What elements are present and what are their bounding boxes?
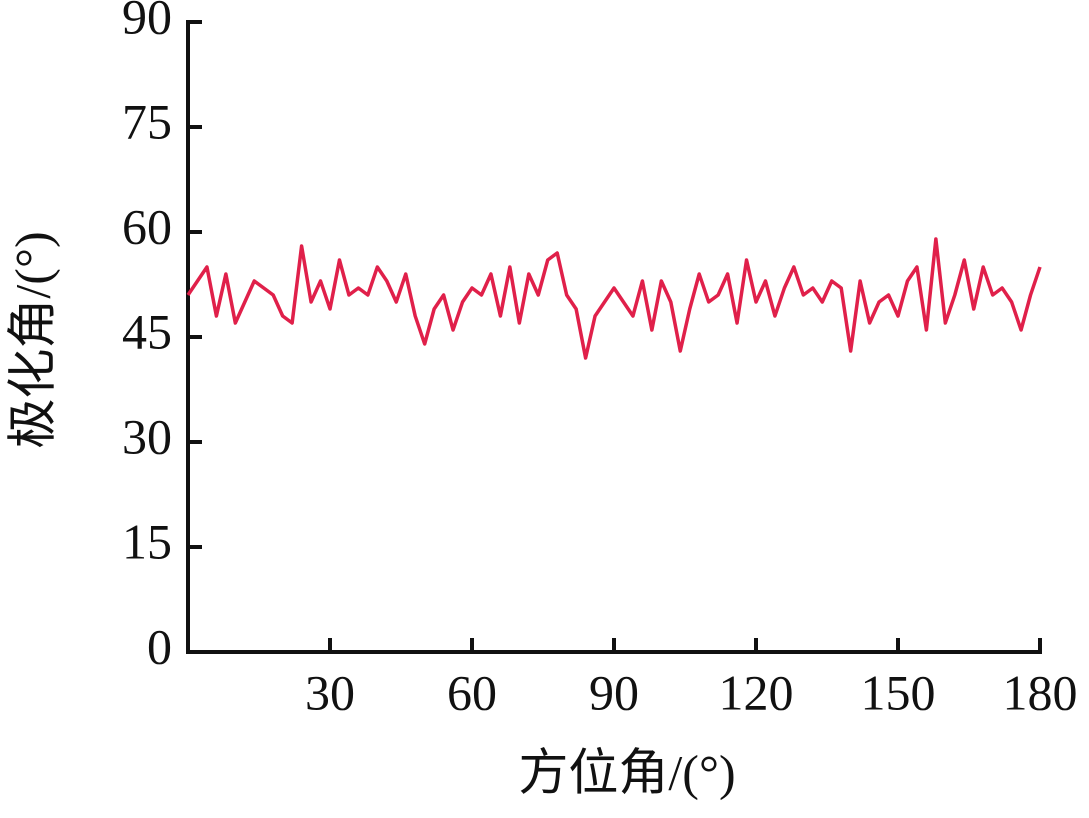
x-tick-label: 180	[1003, 664, 1078, 720]
y-tick-label: 45	[122, 303, 172, 359]
x-tick-label: 150	[861, 664, 936, 720]
x-tick-label: 30	[305, 664, 355, 720]
x-tick-label: 60	[447, 664, 497, 720]
y-tick-label: 30	[122, 408, 172, 464]
y-tick-label: 60	[122, 198, 172, 254]
y-tick-label: 90	[122, 0, 172, 44]
x-tick-label: 120	[719, 664, 794, 720]
x-tick-label: 90	[589, 664, 639, 720]
y-tick-label: 15	[122, 513, 172, 569]
y-tick-label: 75	[122, 93, 172, 149]
y-tick-label: 0	[147, 618, 172, 674]
x-axis-label: 方位角/(°)	[518, 744, 735, 800]
y-axis-label: 极化角/(°)	[4, 231, 60, 448]
data-line	[186, 237, 1042, 360]
